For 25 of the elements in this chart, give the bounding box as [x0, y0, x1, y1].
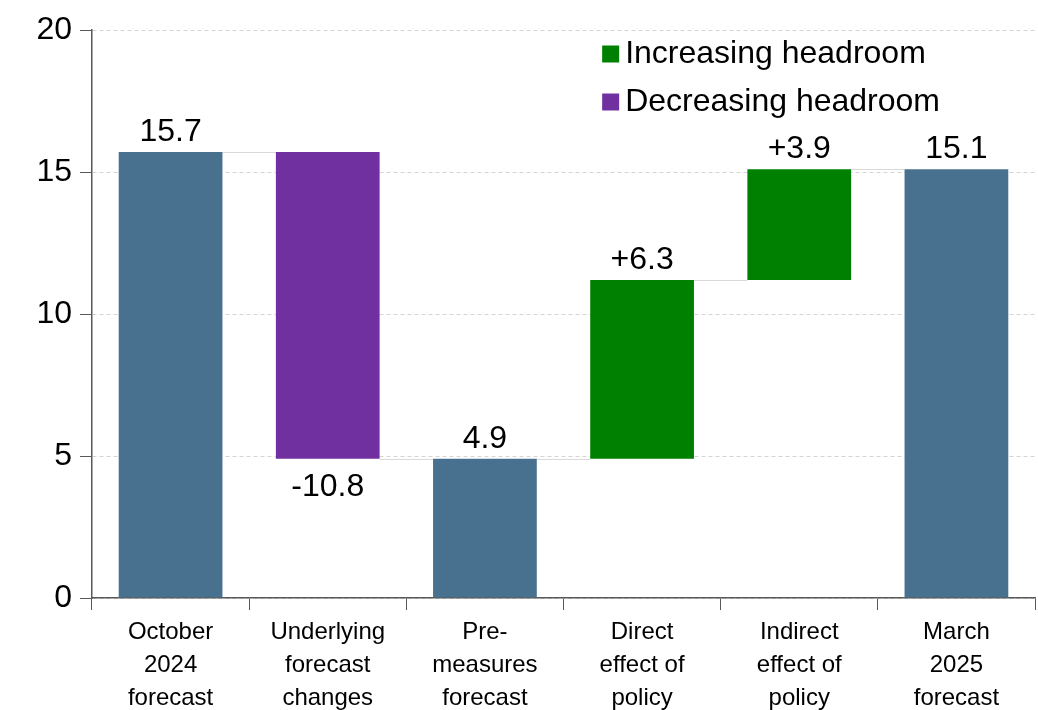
legend-label: Decreasing headroom: [625, 81, 940, 118]
data-label: +6.3: [610, 239, 674, 276]
x-tick-label: Direct effect of policy: [599, 617, 685, 710]
legend-label: Increasing headroom: [625, 33, 926, 70]
x-tick-label: Underlying forecast changes: [270, 617, 386, 710]
bar: [433, 458, 537, 598]
x-tick-label: Pre-measures forecast: [432, 617, 538, 710]
data-label: 15.7: [139, 111, 202, 148]
data-label: -10.8: [291, 466, 365, 503]
data-label: +3.9: [767, 128, 831, 165]
x-tick-label: March 2025 forecast: [913, 617, 1000, 710]
bar: [747, 169, 852, 280]
y-tick-label: 20: [36, 9, 72, 46]
y-tick-label: 5: [54, 435, 72, 472]
bar: [590, 279, 694, 459]
y-tick-label: 0: [54, 577, 72, 614]
data-label: 15.1: [925, 128, 988, 165]
x-tick-label: Indirect effect of policy: [756, 617, 843, 710]
x-tick-label: October 2024 forecast: [127, 617, 214, 710]
y-tick-label: 15: [36, 151, 72, 188]
bar: [904, 169, 1009, 598]
y-tick-label: 10: [36, 293, 72, 330]
bar: [118, 152, 223, 598]
data-label: 4.9: [462, 418, 508, 455]
bar: [275, 152, 380, 459]
